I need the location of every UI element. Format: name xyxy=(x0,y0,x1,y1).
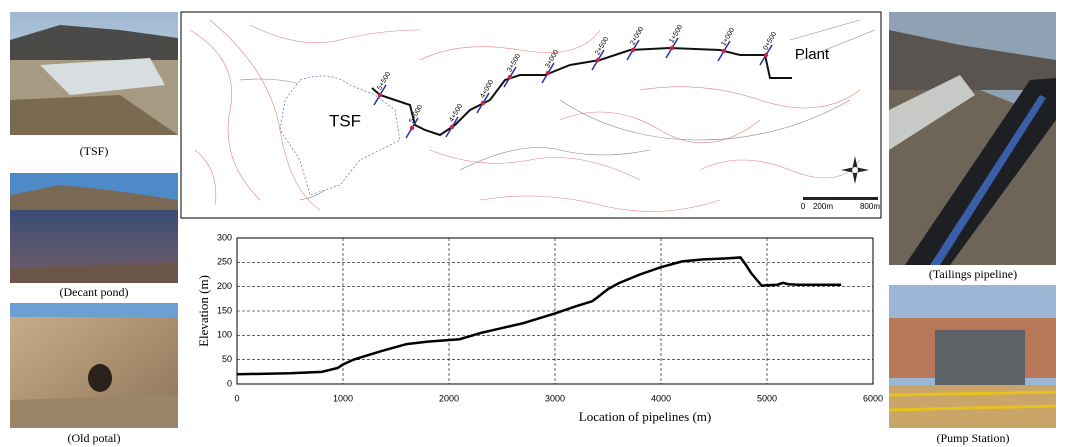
y-tick-label: 0 xyxy=(227,378,232,388)
scale-label: 800m xyxy=(860,202,880,211)
map-label: Plant xyxy=(795,46,830,63)
scale-label: 0 xyxy=(801,202,806,211)
caption: (TSF) xyxy=(80,144,109,158)
station-point xyxy=(721,48,727,54)
x-tick-label: 6000 xyxy=(863,393,883,403)
photo-tsf xyxy=(10,12,178,135)
photo-pump xyxy=(888,285,1057,428)
station-point xyxy=(507,74,513,80)
caption: (Decant pond) xyxy=(60,285,129,299)
y-tick-label: 300 xyxy=(217,232,232,242)
station-point xyxy=(630,47,636,53)
station-point xyxy=(449,124,455,130)
x-tick-label: 1000 xyxy=(333,393,353,403)
map-label: TSF xyxy=(329,111,361,130)
photo-decant xyxy=(10,173,178,283)
station-point xyxy=(480,100,486,106)
north-arrow xyxy=(841,156,869,184)
x-tick-label: 0 xyxy=(234,393,239,403)
y-tick-label: 100 xyxy=(217,330,232,340)
photo-pipeline xyxy=(889,12,1056,265)
y-tick-label: 150 xyxy=(217,305,232,315)
y-tick-label: 200 xyxy=(217,281,232,291)
caption: (Old potal) xyxy=(68,431,121,445)
x-tick-label: 5000 xyxy=(757,393,777,403)
y-tick-label: 250 xyxy=(217,257,232,267)
station-point xyxy=(377,92,383,98)
scale-label: 200m xyxy=(813,202,833,211)
y-tick-label: 50 xyxy=(222,354,232,364)
x-tick-label: 3000 xyxy=(545,393,565,403)
x-tick-label: 2000 xyxy=(439,393,459,403)
x-axis-label: Location of pipelines (m) xyxy=(579,409,712,424)
scale-bar xyxy=(803,197,878,200)
station-point xyxy=(763,52,769,58)
line xyxy=(236,256,842,376)
station-point xyxy=(545,70,551,76)
station-point xyxy=(669,45,675,51)
station-point xyxy=(409,125,415,131)
station-point xyxy=(595,57,601,63)
elevation-chart: Location of pipelines (m) Elevation (m) … xyxy=(196,232,883,424)
photo-portal xyxy=(10,303,178,428)
x-tick-label: 4000 xyxy=(651,393,671,403)
y-axis-label: Elevation (m) xyxy=(196,275,211,347)
caption: (Tailings pipeline) xyxy=(929,267,1017,281)
caption: (Pump Station) xyxy=(936,431,1009,445)
